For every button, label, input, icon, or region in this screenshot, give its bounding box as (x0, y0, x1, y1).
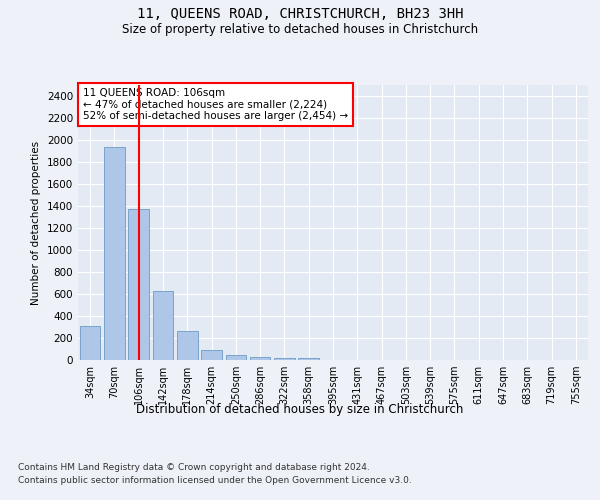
Y-axis label: Number of detached properties: Number of detached properties (31, 140, 41, 304)
Bar (250, 356, 271, 360)
Text: Contains HM Land Registry data © Crown copyright and database right 2024.: Contains HM Land Registry data © Crown c… (18, 462, 370, 471)
Bar (274, 358, 295, 360)
Bar (226, 355, 246, 360)
Bar (201, 350, 222, 360)
Bar (152, 291, 173, 360)
Text: Distribution of detached houses by size in Christchurch: Distribution of detached houses by size … (136, 402, 464, 415)
Bar (177, 331, 197, 360)
Text: Contains public sector information licensed under the Open Government Licence v3: Contains public sector information licen… (18, 476, 412, 485)
Bar (298, 358, 319, 360)
Text: Size of property relative to detached houses in Christchurch: Size of property relative to detached ho… (122, 22, 478, 36)
Text: 11 QUEENS ROAD: 106sqm
← 47% of detached houses are smaller (2,224)
52% of semi-: 11 QUEENS ROAD: 106sqm ← 47% of detached… (83, 88, 348, 121)
Bar (80, 326, 100, 360)
Bar (104, 146, 125, 360)
Text: 11, QUEENS ROAD, CHRISTCHURCH, BH23 3HH: 11, QUEENS ROAD, CHRISTCHURCH, BH23 3HH (137, 8, 463, 22)
Bar (128, 210, 149, 360)
